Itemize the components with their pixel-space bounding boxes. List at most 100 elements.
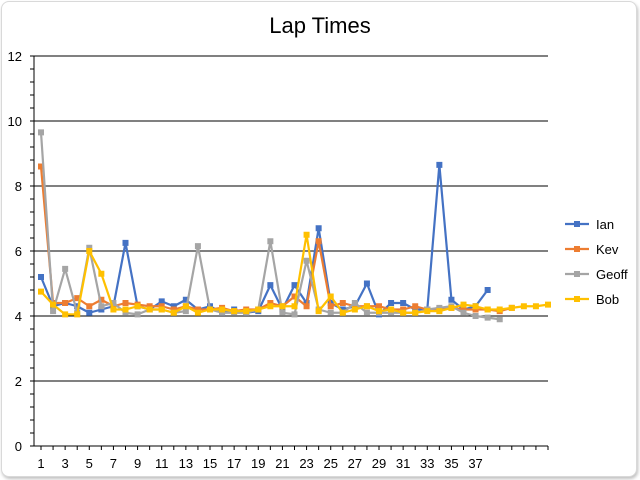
data-point-kev [170, 306, 177, 313]
data-point-ian [315, 225, 322, 232]
data-point-geoff [267, 238, 274, 245]
data-point-kev [315, 238, 322, 245]
data-point-bob [231, 308, 238, 315]
legend-swatch-marker [574, 246, 580, 252]
data-point-geoff [110, 300, 117, 306]
data-point-ian [98, 306, 105, 313]
legend-swatch-marker [574, 221, 580, 227]
data-point-geoff [50, 308, 57, 315]
y-tick-label: 10 [8, 114, 22, 129]
data-point-kev [472, 306, 479, 313]
data-point-kev [412, 303, 419, 310]
x-tick-label: 29 [372, 456, 386, 471]
data-point-ian [388, 300, 395, 306]
data-point-ian [170, 303, 177, 310]
data-point-bob [315, 308, 322, 315]
legend-swatch-marker [574, 271, 580, 277]
data-point-kev [122, 300, 129, 306]
legend-label: Geoff [596, 267, 628, 282]
data-point-ian [363, 280, 370, 287]
x-tick-label: 31 [396, 456, 410, 471]
data-point-bob [74, 311, 81, 318]
data-point-kev [62, 300, 69, 306]
x-tick-label: 5 [86, 456, 93, 471]
data-point-geoff [363, 309, 370, 316]
data-point-bob [291, 303, 298, 310]
data-point-bob [158, 306, 165, 313]
legend-swatch-marker [574, 296, 580, 302]
data-point-geoff [436, 304, 443, 311]
data-point-geoff [460, 309, 467, 316]
data-point-geoff [351, 300, 358, 306]
data-point-bob [50, 301, 57, 308]
data-point-bob [388, 306, 395, 313]
x-tick-label: 3 [62, 456, 69, 471]
legend-item-ian: Ian [565, 217, 614, 232]
y-tick-label: 4 [15, 309, 22, 324]
data-point-bob [62, 311, 69, 318]
data-point-bob [38, 288, 44, 295]
data-point-bob [194, 309, 201, 316]
data-point-ian [448, 296, 455, 303]
x-tick-label: 9 [134, 456, 141, 471]
series-ian [38, 161, 491, 318]
data-point-kev [291, 293, 298, 300]
data-point-bob [327, 293, 334, 300]
legend-label: Kev [596, 242, 619, 257]
data-point-ian [339, 306, 346, 313]
data-point-ian [74, 303, 81, 310]
y-tick-label: 6 [15, 244, 22, 259]
data-point-bob [520, 303, 527, 310]
data-point-bob [86, 248, 93, 254]
data-point-bob [351, 306, 358, 313]
series-line-bob [40, 233, 549, 316]
data-point-bob [472, 303, 479, 310]
data-point-ian [158, 298, 165, 305]
data-point-bob [339, 309, 346, 316]
data-point-bob [448, 304, 455, 311]
data-point-bob [98, 270, 105, 277]
legend-item-kev: Kev [565, 242, 619, 257]
data-point-geoff [62, 265, 69, 272]
data-point-geoff [219, 309, 226, 316]
data-point-bob [303, 231, 310, 238]
x-tick-label: 23 [299, 456, 313, 471]
data-point-kev [267, 300, 274, 306]
data-point-geoff [98, 303, 105, 310]
series-bob [38, 231, 551, 318]
y-tick-label: 2 [15, 374, 22, 389]
data-point-bob [255, 306, 262, 313]
data-point-bob [267, 303, 274, 310]
data-point-ian [86, 309, 93, 316]
data-point-geoff [122, 309, 129, 316]
data-point-geoff [134, 311, 141, 318]
data-point-kev [351, 303, 358, 310]
data-point-bob [496, 306, 503, 313]
series-line-geoff [39, 132, 500, 321]
data-point-ian [400, 300, 407, 306]
x-tick-label: 7 [110, 456, 117, 471]
data-point-ian [182, 296, 189, 303]
data-point-kev [86, 303, 93, 310]
data-point-ian [291, 282, 298, 289]
data-point-geoff [327, 309, 334, 316]
data-point-bob [376, 308, 382, 315]
data-point-bob [110, 306, 117, 313]
data-point-bob [170, 309, 177, 316]
data-point-ian [484, 287, 491, 293]
data-point-kev [400, 306, 407, 313]
x-tick-label: 15 [203, 456, 217, 471]
x-tick-label: 27 [348, 456, 362, 471]
x-tick-label: 11 [155, 456, 169, 471]
legend-item-bob: Bob [565, 292, 619, 307]
x-tick-label: 25 [323, 456, 337, 471]
data-point-kev [38, 163, 44, 170]
data-point-kev [376, 303, 382, 310]
data-point-bob [460, 301, 467, 308]
data-point-bob [508, 304, 515, 311]
data-point-geoff [388, 309, 395, 316]
data-point-kev [327, 303, 334, 310]
data-point-bob [207, 306, 213, 313]
data-point-bob [134, 303, 141, 310]
